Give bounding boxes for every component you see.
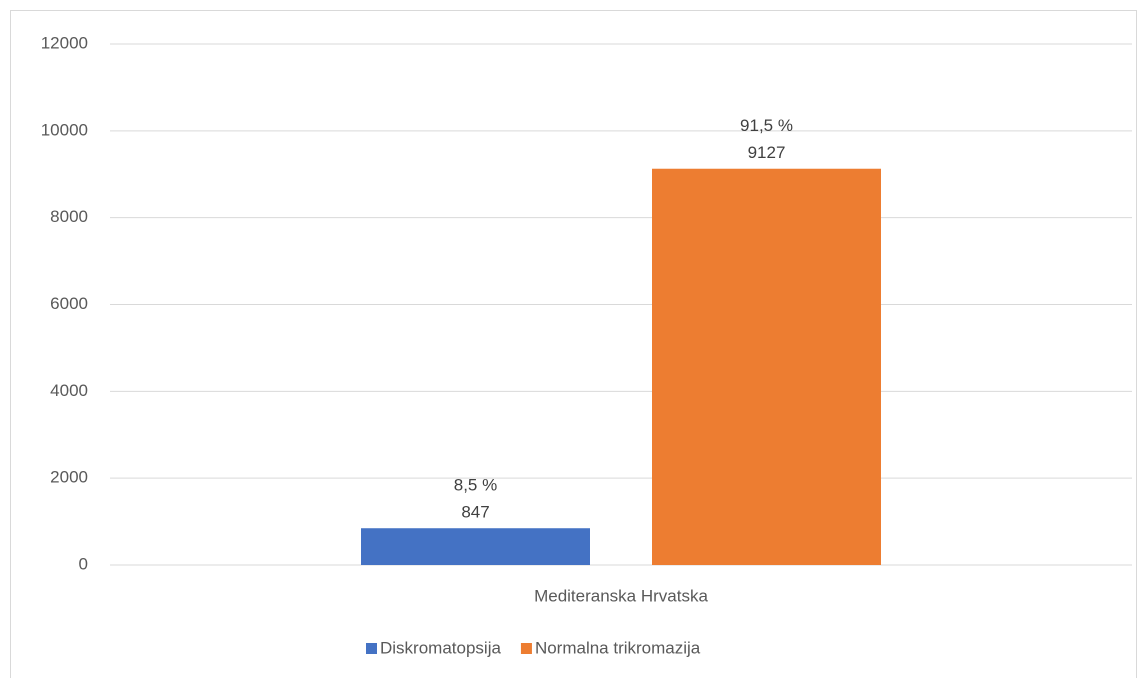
- y-tick-label: 0: [79, 554, 88, 573]
- legend-label: Normalna trikromazija: [535, 638, 701, 657]
- y-tick-label: 12000: [41, 33, 88, 52]
- bar: [652, 168, 881, 565]
- value-label: 9127: [748, 143, 786, 162]
- x-tick-label: Mediteranska Hrvatska: [534, 586, 708, 605]
- legend-marker: [520, 643, 532, 654]
- percent-label: 8,5 %: [454, 476, 497, 495]
- y-tick-label: 8000: [50, 207, 88, 226]
- legend-label: Diskromatopsija: [380, 638, 501, 657]
- y-tick-label: 2000: [50, 468, 88, 487]
- value-label: 847: [461, 503, 489, 522]
- bar: [361, 528, 590, 565]
- chart-border: [10, 10, 1137, 678]
- y-tick-label: 10000: [41, 120, 88, 139]
- y-tick-label: 4000: [50, 381, 88, 400]
- legend-marker: [366, 643, 377, 654]
- percent-label: 91,5 %: [740, 116, 793, 135]
- y-tick-label: 6000: [50, 294, 88, 313]
